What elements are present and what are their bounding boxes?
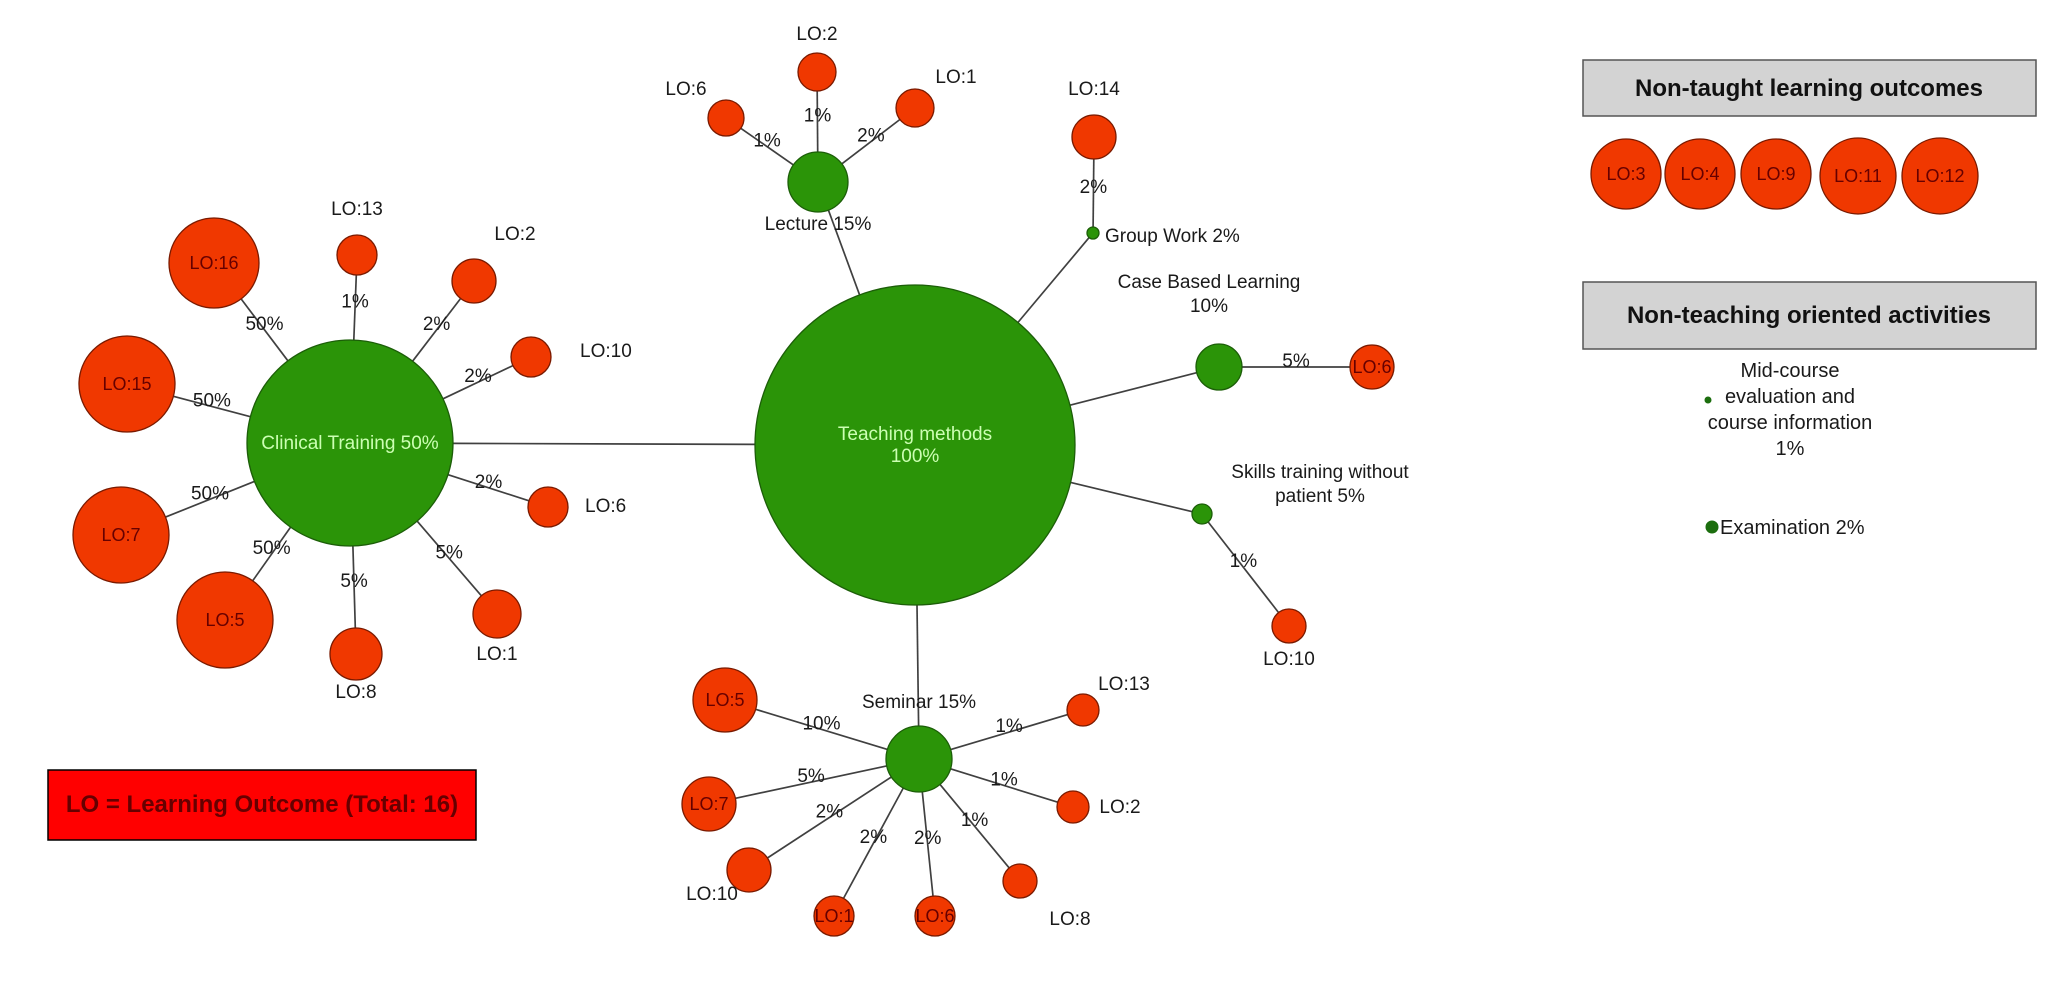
svg-text:Clinical Training 50%: Clinical Training 50% (261, 433, 439, 454)
svg-text:LO:13: LO:13 (331, 199, 383, 220)
svg-text:2%: 2% (475, 472, 503, 493)
svg-text:2%: 2% (860, 827, 888, 848)
svg-text:LO:1: LO:1 (814, 906, 853, 926)
svg-text:LO:2: LO:2 (1099, 797, 1140, 818)
svg-text:1%: 1% (961, 810, 989, 831)
svg-text:2%: 2% (816, 802, 844, 823)
svg-text:50%: 50% (193, 391, 231, 412)
svg-text:LO:12: LO:12 (1915, 166, 1964, 186)
svg-text:LO:10: LO:10 (1263, 649, 1315, 670)
svg-text:Teaching methods: Teaching methods (838, 424, 992, 445)
svg-text:LO:7: LO:7 (101, 525, 140, 545)
svg-text:Skills training without: Skills training without (1231, 462, 1409, 483)
svg-text:50%: 50% (253, 538, 291, 559)
svg-text:Group Work 2%: Group Work 2% (1105, 226, 1240, 247)
svg-text:Lecture 15%: Lecture 15% (765, 214, 872, 235)
svg-text:1%: 1% (753, 131, 781, 152)
svg-text:LO:6: LO:6 (1352, 357, 1391, 377)
svg-text:evaluation and: evaluation and (1725, 386, 1855, 408)
svg-text:LO:11: LO:11 (1834, 166, 1882, 186)
svg-text:50%: 50% (245, 314, 283, 335)
svg-text:5%: 5% (435, 543, 463, 564)
svg-text:Seminar 15%: Seminar 15% (862, 692, 976, 713)
svg-text:10%: 10% (1190, 296, 1228, 317)
svg-text:LO:6: LO:6 (665, 79, 706, 100)
svg-text:Non-taught learning outcomes: Non-taught learning outcomes (1635, 75, 1983, 102)
svg-text:1%: 1% (341, 292, 369, 313)
svg-text:LO:10: LO:10 (580, 341, 632, 362)
svg-text:LO:14: LO:14 (1068, 79, 1120, 100)
svg-text:LO:7: LO:7 (689, 794, 728, 814)
svg-text:100%: 100% (891, 446, 940, 467)
svg-text:1%: 1% (990, 770, 1018, 791)
svg-text:LO:2: LO:2 (494, 224, 535, 245)
svg-text:LO:16: LO:16 (189, 253, 238, 273)
svg-text:Mid-course: Mid-course (1741, 360, 1840, 382)
svg-text:LO:5: LO:5 (705, 690, 744, 710)
svg-text:LO:1: LO:1 (935, 67, 976, 88)
svg-text:Non-teaching oriented activiti: Non-teaching oriented activities (1627, 302, 1991, 329)
svg-text:2%: 2% (1080, 177, 1108, 198)
svg-text:LO:4: LO:4 (1680, 164, 1719, 184)
svg-text:LO:3: LO:3 (1606, 164, 1645, 184)
svg-text:1%: 1% (995, 716, 1023, 737)
svg-text:50%: 50% (191, 483, 229, 504)
svg-text:1%: 1% (1230, 551, 1258, 572)
svg-text:Case Based Learning: Case Based Learning (1118, 272, 1301, 293)
svg-text:2%: 2% (464, 366, 492, 387)
svg-text:2%: 2% (857, 126, 885, 147)
svg-text:LO:8: LO:8 (335, 682, 376, 703)
svg-text:5%: 5% (1282, 351, 1310, 372)
svg-text:LO = Learning Outcome (Total:: LO = Learning Outcome (Total: 16) (66, 791, 458, 818)
svg-text:LO:1: LO:1 (476, 644, 517, 665)
svg-text:LO:6: LO:6 (915, 906, 954, 926)
svg-text:LO:15: LO:15 (102, 374, 151, 394)
svg-text:LO:8: LO:8 (1049, 909, 1090, 930)
svg-text:course information: course information (1708, 412, 1873, 434)
svg-text:1%: 1% (804, 106, 832, 127)
svg-text:5%: 5% (340, 571, 368, 592)
svg-text:LO:5: LO:5 (205, 610, 244, 630)
svg-text:5%: 5% (797, 766, 825, 787)
svg-text:LO:10: LO:10 (686, 884, 738, 905)
svg-text:2%: 2% (914, 828, 942, 849)
svg-text:2%: 2% (423, 314, 451, 335)
svg-text:10%: 10% (802, 713, 840, 734)
svg-text:LO:13: LO:13 (1098, 674, 1150, 695)
svg-text:LO:9: LO:9 (1756, 164, 1795, 184)
svg-text:1%: 1% (1776, 438, 1805, 460)
svg-text:LO:6: LO:6 (585, 496, 626, 517)
svg-text:patient 5%: patient 5% (1275, 486, 1365, 507)
svg-text:LO:2: LO:2 (796, 24, 837, 45)
svg-text:Examination 2%: Examination 2% (1720, 517, 1865, 539)
